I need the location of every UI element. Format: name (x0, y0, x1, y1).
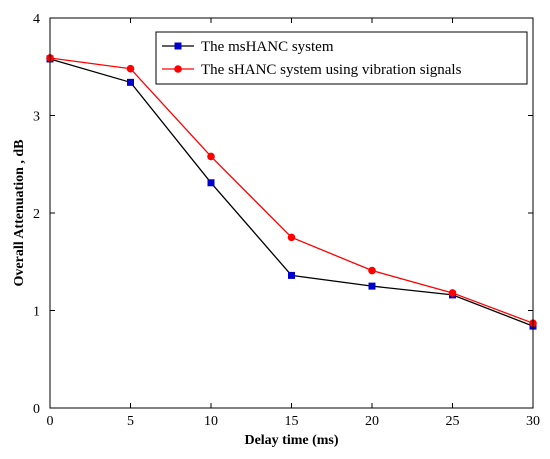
x-tick-label: 25 (446, 414, 460, 429)
x-tick-label: 0 (47, 414, 54, 429)
y-tick-label: 4 (33, 12, 40, 27)
y-tick-label: 0 (33, 402, 40, 417)
x-tick-label: 15 (285, 414, 299, 429)
legend-label-shanc: The sHANC system using vibration signals (201, 62, 462, 78)
x-tick-label: 20 (365, 414, 379, 429)
y-tick-label: 2 (33, 207, 40, 222)
x-tick-label: 5 (127, 414, 134, 429)
legend-marker-mshanc (174, 42, 182, 50)
x-tick-label: 10 (204, 414, 218, 429)
legend-box (155, 31, 528, 85)
legend-label-mshanc: The msHANC system (201, 39, 334, 55)
y-tick-label: 3 (33, 110, 40, 125)
legend-marker-shanc (174, 65, 182, 73)
data-point-mshanc (127, 78, 134, 86)
y-axis-ticks: 0 1 2 3 4 (33, 12, 533, 417)
y-tick-label: 1 (33, 305, 40, 320)
data-point-shanc (126, 64, 135, 73)
series-line-shanc (49, 57, 534, 324)
series-layer (46, 54, 537, 330)
legend: The msHANC system The sHANC system using… (155, 31, 528, 85)
data-point-shanc (287, 233, 296, 242)
legend-entry-mshanc: The msHANC system (162, 39, 334, 55)
data-point-mshanc (207, 179, 215, 187)
series-line-mshanc (49, 58, 534, 327)
x-axis-ticks: 0 5 10 15 20 25 30 (47, 18, 540, 429)
data-point-shanc (448, 289, 457, 297)
legend-entry-shanc: The sHANC system using vibration signals (162, 62, 462, 78)
x-axis-label: Delay time (ms) (244, 433, 338, 448)
y-axis-label: Overall Attenuation , dB (12, 139, 27, 286)
x-tick-label: 30 (526, 414, 540, 429)
data-point-mshanc (288, 271, 295, 279)
data-point-shanc (368, 266, 376, 275)
data-point-shanc (207, 152, 215, 161)
data-point-mshanc (368, 282, 376, 290)
